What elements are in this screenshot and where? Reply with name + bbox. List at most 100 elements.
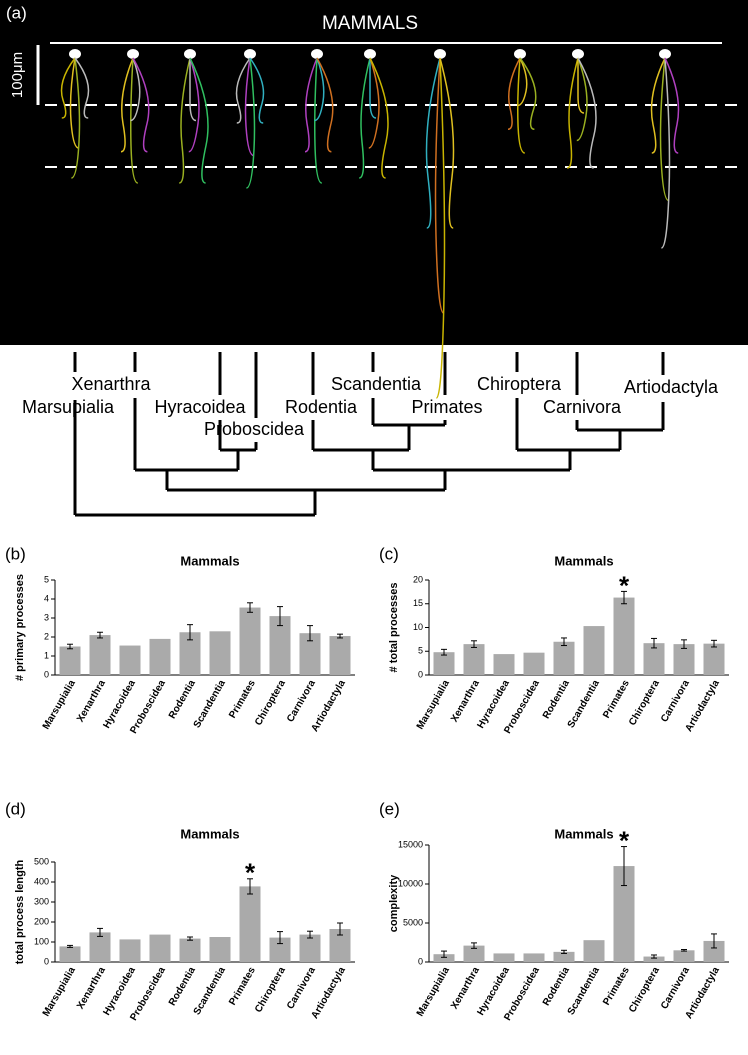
bar-chart: (b) Mammals # primary processes 0 1 2 3 4 5 Marsu… bbox=[5, 544, 355, 736]
y-tick-label: 5 bbox=[418, 646, 423, 656]
significance-marker: * bbox=[245, 858, 256, 888]
y-axis-label: # total processes bbox=[388, 583, 400, 673]
process bbox=[577, 58, 585, 114]
bar bbox=[583, 626, 605, 675]
y-tick-label: 15 bbox=[413, 598, 423, 608]
taxon-label: Xenarthra bbox=[71, 374, 151, 394]
process bbox=[517, 57, 528, 107]
x-tick-label: Primates bbox=[601, 965, 632, 1007]
process bbox=[132, 57, 150, 153]
x-tick-label: Chiroptera bbox=[627, 678, 662, 728]
process bbox=[189, 57, 197, 122]
chart-title: Mammals bbox=[180, 826, 239, 841]
y-tick-label: 200 bbox=[34, 916, 49, 926]
process bbox=[314, 57, 325, 122]
y-tick-label: 2 bbox=[44, 631, 49, 641]
bar bbox=[673, 950, 695, 962]
chart-title: Mammals bbox=[180, 553, 239, 568]
y-tick-label: 5000 bbox=[403, 917, 423, 927]
y-tick-label: 20 bbox=[413, 574, 423, 584]
significance-marker: * bbox=[619, 825, 630, 855]
bar bbox=[89, 635, 111, 675]
taxon-label: Marsupialia bbox=[22, 397, 115, 417]
x-tick-label: Rodentia bbox=[167, 678, 198, 721]
taxon-label: Scandentia bbox=[331, 374, 422, 394]
y-tick-label: 500 bbox=[34, 856, 49, 866]
process bbox=[369, 57, 377, 119]
bar-chart: (e) Mammals complexity 0 5000 10000 15000 Marsu… bbox=[379, 799, 729, 1023]
process bbox=[316, 57, 334, 153]
phylogeny bbox=[73, 352, 665, 517]
scale-label: 100μm bbox=[9, 52, 26, 98]
x-tick-label: Marsupialia bbox=[415, 678, 452, 732]
chart-title: Mammals bbox=[554, 553, 613, 568]
process bbox=[71, 57, 81, 179]
x-tick-label: Rodentia bbox=[167, 965, 198, 1008]
y-tick-label: 0 bbox=[418, 956, 423, 966]
x-tick-label: Rodentia bbox=[541, 678, 572, 721]
process bbox=[249, 57, 265, 124]
bar bbox=[89, 932, 111, 962]
soma bbox=[514, 49, 526, 59]
x-tick-label: Chiroptera bbox=[253, 965, 288, 1015]
x-tick-label: Carnivora bbox=[659, 678, 692, 724]
x-tick-label: Rodentia bbox=[541, 965, 572, 1008]
bar bbox=[643, 643, 665, 675]
bar bbox=[299, 633, 321, 675]
bar bbox=[179, 632, 201, 675]
x-tick-label: Primates bbox=[601, 678, 632, 720]
y-tick-label: 10 bbox=[413, 622, 423, 632]
process bbox=[189, 57, 209, 184]
bar bbox=[149, 934, 171, 962]
x-tick-label: Marsupialia bbox=[41, 965, 78, 1019]
soma bbox=[184, 49, 196, 59]
panel-label: (c) bbox=[379, 544, 399, 563]
x-tick-label: Xenarthra bbox=[75, 678, 108, 724]
bar bbox=[493, 654, 515, 675]
y-tick-label: 0 bbox=[44, 669, 49, 679]
bar bbox=[329, 929, 351, 962]
x-tick-label: Primates bbox=[227, 965, 258, 1007]
process bbox=[235, 57, 251, 124]
x-tick-label: Carnivora bbox=[285, 965, 318, 1011]
x-tick-label: Carnivora bbox=[659, 965, 692, 1011]
soma bbox=[572, 49, 584, 59]
x-tick-label: Primates bbox=[227, 678, 258, 720]
x-tick-label: Scandentia bbox=[192, 678, 228, 730]
process bbox=[566, 57, 579, 169]
x-tick-label: Scandentia bbox=[566, 678, 602, 730]
soma bbox=[659, 49, 671, 59]
panel-label: (d) bbox=[5, 799, 26, 818]
taxon-label: Rodentia bbox=[285, 397, 358, 417]
x-tick-label: Xenarthra bbox=[449, 678, 482, 724]
x-tick-label: Carnivora bbox=[285, 678, 318, 724]
process bbox=[314, 57, 323, 184]
process bbox=[178, 57, 191, 184]
bar bbox=[703, 643, 725, 675]
x-tick-label: Marsupialia bbox=[41, 678, 78, 732]
process bbox=[369, 57, 389, 179]
bar bbox=[179, 938, 201, 962]
y-tick-label: 5 bbox=[44, 574, 49, 584]
y-tick-label: 100 bbox=[34, 936, 49, 946]
process bbox=[244, 57, 254, 157]
x-tick-label: Xenarthra bbox=[449, 965, 482, 1011]
bar bbox=[239, 886, 261, 962]
bar bbox=[149, 638, 171, 675]
bar bbox=[613, 597, 635, 675]
process bbox=[517, 57, 526, 154]
bar bbox=[553, 641, 575, 675]
process bbox=[130, 57, 139, 184]
x-tick-label: Marsupialia bbox=[415, 965, 452, 1019]
process bbox=[358, 57, 371, 179]
soma bbox=[244, 49, 256, 59]
x-tick-label: Scandentia bbox=[566, 965, 602, 1017]
bar bbox=[59, 646, 81, 675]
bar bbox=[239, 607, 261, 675]
bar bbox=[433, 652, 455, 675]
soma bbox=[127, 49, 139, 59]
process bbox=[650, 57, 666, 154]
y-tick-label: 400 bbox=[34, 876, 49, 886]
process bbox=[659, 57, 669, 202]
bar bbox=[299, 934, 321, 962]
